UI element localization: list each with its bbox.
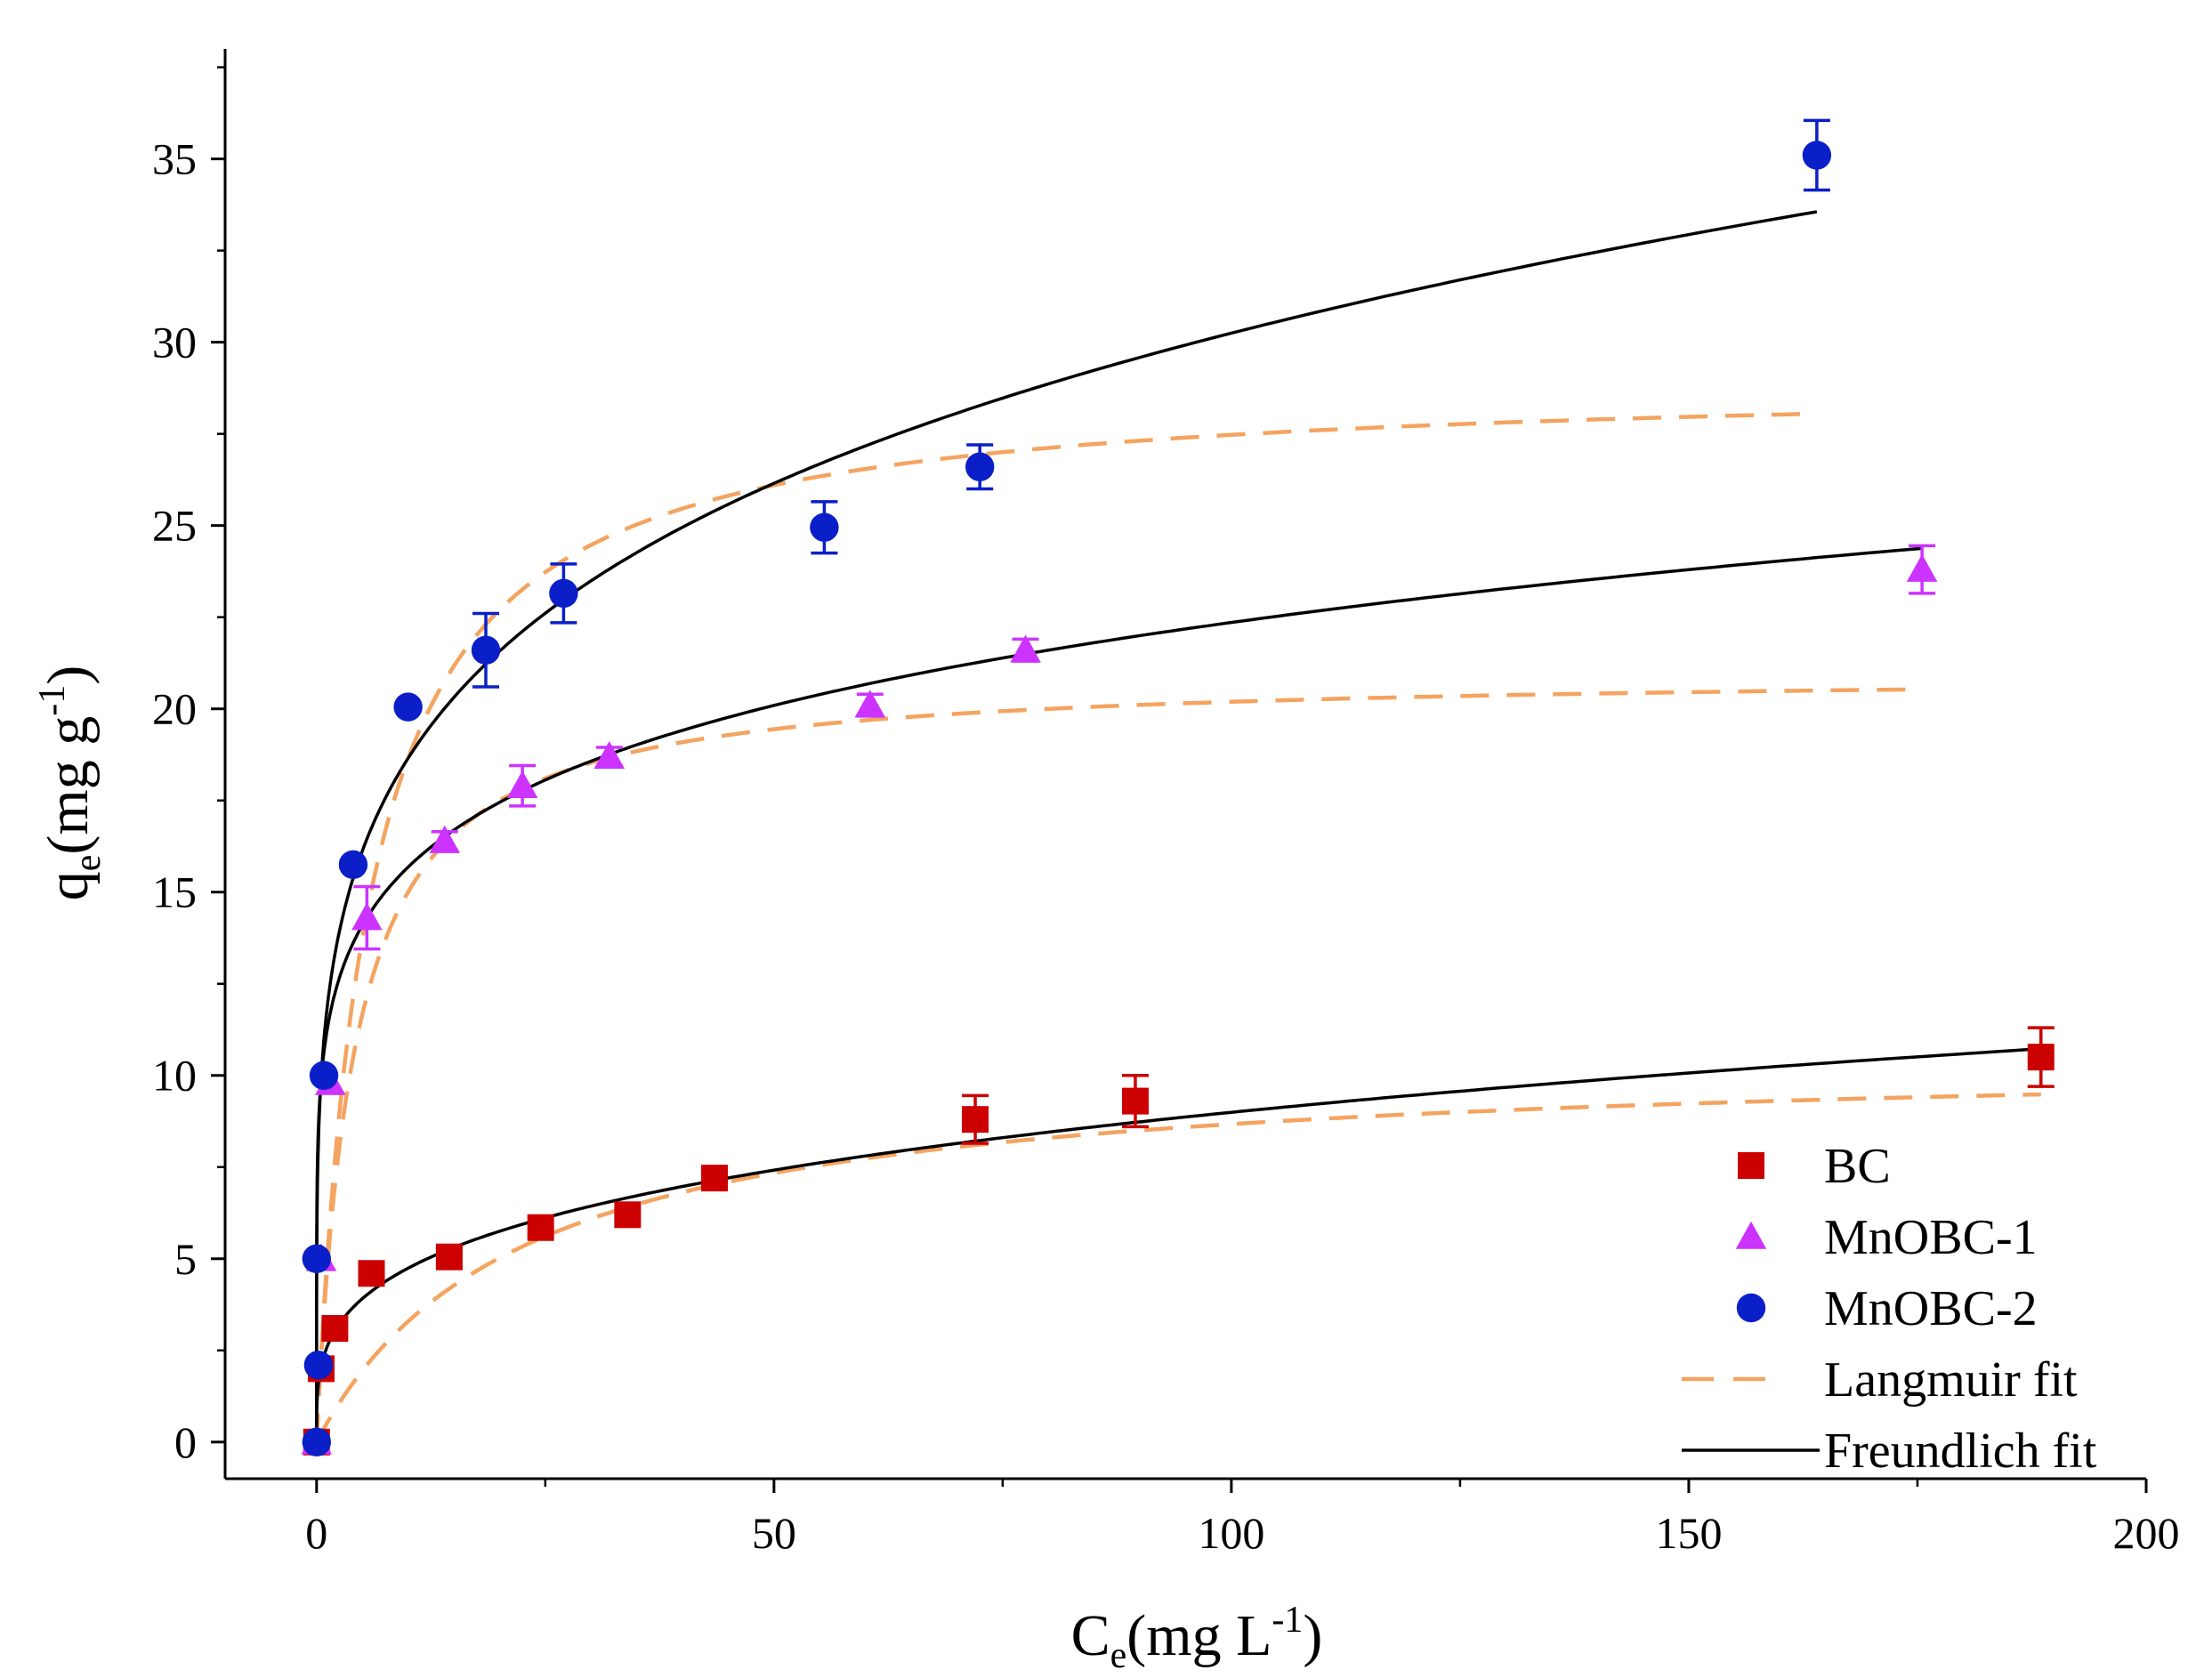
x-tick-label: 0: [305, 1508, 327, 1558]
data-point-mnobc-1: [593, 741, 626, 770]
freundlich-fit-mnobc-1: [315, 546, 1923, 1442]
data-point-mnobc-1: [351, 902, 383, 931]
data-point-mnobc-2: [303, 1351, 334, 1380]
data-point-mnobc-2: [338, 850, 368, 880]
data-point-bc: [962, 1106, 989, 1133]
y-tick-label: 30: [152, 318, 197, 367]
legend-label: MnOBC-2: [1824, 1281, 2038, 1336]
data-point-bc: [701, 1165, 729, 1192]
data-point-bc: [358, 1260, 385, 1287]
x-axis-title-unit: (mg L: [1126, 1603, 1271, 1668]
data-point-bc: [527, 1214, 554, 1241]
x-axis-title-main: C: [1071, 1603, 1110, 1668]
data-point-mnobc-1: [429, 825, 460, 853]
legend-item-bc: BC: [1738, 1139, 1891, 1194]
data-point-mnobc-1: [506, 770, 538, 799]
legend-label: MnOBC-1: [1824, 1210, 2038, 1265]
y-tick-label: 25: [152, 501, 197, 551]
data-point-mnobc-1: [1010, 634, 1041, 663]
y-axis-title-main: q: [36, 871, 101, 900]
y-axis-title-unit: (mg g: [36, 716, 101, 855]
data-point-mnobc-1: [854, 690, 886, 718]
data-point-bc: [2027, 1044, 2055, 1071]
data-points: [301, 141, 2055, 1456]
x-axis-title-close: ): [1303, 1603, 1322, 1668]
legend-label: BC: [1824, 1139, 1891, 1194]
legend-label: Freundlich fit: [1824, 1424, 2097, 1479]
legend-swatch-marker: [1735, 1221, 1767, 1249]
legend-item-mnobc-1: MnOBC-1: [1735, 1210, 2038, 1265]
legend-item-langmuir-fit: Langmuir fit: [1682, 1352, 2078, 1408]
x-axis-title: Ce(mg L-1): [1071, 1600, 1323, 1676]
data-point-mnobc-2: [471, 635, 501, 665]
data-point-mnobc-2: [549, 578, 578, 609]
y-axis-title-sup: -1: [32, 685, 73, 716]
fit-curves: [314, 210, 2041, 1444]
y-axis-title: qe(mg g-1): [32, 666, 109, 900]
langmuir-fit-mnobc-2: [314, 411, 1817, 1442]
langmuir-fit-bc: [314, 1092, 2041, 1444]
legend: BC MnOBC-1 MnOBC-2 Langmuir fit Freundlich f…: [1682, 1139, 2097, 1479]
legend-label: Langmuir fit: [1824, 1352, 2078, 1408]
y-tick-label: 20: [152, 684, 197, 734]
y-tick-label: 10: [152, 1051, 197, 1101]
data-point-bc: [321, 1315, 349, 1343]
data-point-mnobc-2: [302, 1427, 332, 1456]
y-tick-label: 5: [174, 1234, 197, 1284]
data-point-mnobc-2: [965, 452, 995, 481]
y-axis-title-sub: e: [68, 855, 109, 872]
data-point-mnobc-2: [393, 692, 423, 722]
x-tick-label: 150: [1655, 1508, 1722, 1558]
data-point-bc: [1121, 1087, 1149, 1115]
y-tick-label: 15: [152, 867, 197, 917]
legend-item-mnobc-2: MnOBC-2: [1736, 1281, 2038, 1336]
freundlich-fit-mnobc-2: [315, 210, 1818, 1442]
langmuir-fit-mnobc-1: [314, 687, 1923, 1442]
data-point-bc: [435, 1243, 463, 1271]
data-point-mnobc-2: [1802, 141, 1832, 170]
data-point-mnobc-1: [1906, 553, 1938, 582]
x-tick-label: 100: [1198, 1508, 1264, 1558]
data-point-bc: [614, 1201, 642, 1229]
legend-item-freundlich-fit: Freundlich fit: [1682, 1424, 2097, 1479]
legend-swatch-marker: [1738, 1152, 1764, 1179]
y-tick-label: 0: [174, 1417, 197, 1467]
x-axis-title-sup: -1: [1271, 1600, 1303, 1641]
data-point-mnobc-2: [810, 512, 839, 542]
y-tick-label: 35: [152, 134, 197, 184]
freundlich-fit-bc: [315, 1047, 2041, 1442]
error-bars: [353, 118, 2055, 1268]
y-axis-title-close: ): [36, 666, 101, 685]
data-point-mnobc-2: [309, 1061, 339, 1090]
x-tick-label: 50: [752, 1508, 796, 1558]
x-axis-title-sub: e: [1110, 1635, 1127, 1676]
axis-ticks: 0 50 100 150 200 0 5 10 15 20 25 30 35: [152, 66, 2180, 1558]
legend-swatch-marker: [1736, 1293, 1766, 1323]
x-tick-label: 200: [2113, 1508, 2180, 1558]
data-point-mnobc-2: [302, 1244, 332, 1273]
